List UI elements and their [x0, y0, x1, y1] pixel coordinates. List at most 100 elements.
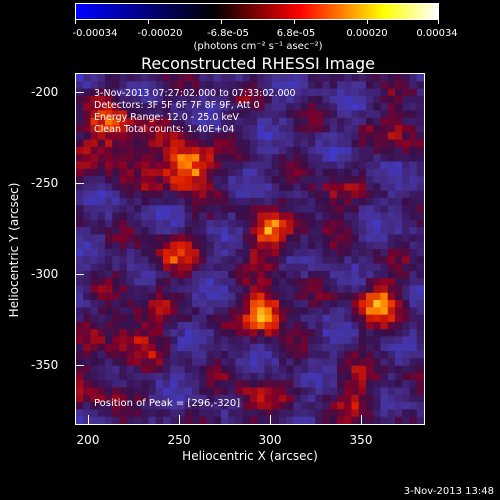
image-pixel — [402, 358, 411, 367]
image-pixel — [134, 212, 142, 221]
image-pixel — [271, 132, 280, 141]
image-pixel — [329, 329, 338, 338]
image-pixel — [293, 416, 302, 424]
image-pixel — [366, 285, 374, 294]
image-pixel — [83, 416, 92, 424]
image-pixel — [337, 278, 345, 287]
image-pixel — [337, 249, 345, 257]
image-pixel — [380, 234, 389, 243]
image-pixel — [380, 212, 389, 221]
image-pixel — [213, 292, 222, 301]
image-pixel — [351, 125, 360, 133]
image-pixel — [300, 234, 309, 243]
image-pixel — [387, 161, 396, 170]
image-pixel — [199, 249, 208, 257]
image-pixel — [242, 409, 251, 418]
image-pixel — [206, 103, 215, 112]
image-pixel — [358, 139, 367, 148]
y-tick-label: -350 — [31, 358, 59, 372]
image-pixel — [286, 380, 295, 389]
image-pixel — [119, 285, 128, 294]
image-pixel — [322, 358, 331, 367]
image-pixel — [242, 372, 251, 381]
image-pixel — [329, 409, 338, 418]
image-pixel — [279, 190, 287, 199]
image-pixel — [90, 197, 99, 206]
image-pixel — [235, 183, 244, 192]
x-tick-mark — [88, 415, 89, 424]
image-pixel — [279, 358, 287, 367]
image-pixel — [387, 205, 396, 214]
image-pixel — [97, 300, 106, 308]
image-pixel — [228, 146, 237, 155]
image-pixel — [250, 183, 258, 192]
image-pixel — [213, 168, 222, 177]
image-pixel — [279, 409, 287, 418]
image-pixel — [416, 132, 424, 141]
image-pixel — [170, 205, 179, 214]
image-pixel — [409, 394, 418, 403]
image-pixel — [315, 183, 324, 192]
image-pixel — [141, 176, 150, 184]
image-pixel — [221, 117, 229, 126]
image-pixel — [250, 380, 258, 389]
image-pixel — [177, 343, 186, 352]
image-pixel — [395, 402, 403, 411]
image-pixel — [279, 110, 287, 119]
image-pixel — [90, 81, 99, 90]
image-pixel — [119, 278, 128, 287]
image-pixel — [199, 205, 208, 214]
image-pixel — [90, 285, 99, 294]
image-pixel — [119, 205, 128, 214]
image-pixel — [387, 394, 396, 403]
image-pixel — [250, 270, 258, 279]
image-pixel — [358, 365, 367, 374]
image-pixel — [97, 161, 106, 170]
image-pixel — [235, 88, 244, 97]
image-pixel — [257, 212, 266, 221]
image-pixel — [300, 190, 309, 199]
image-pixel — [76, 241, 84, 250]
image-pixel — [366, 329, 374, 338]
image-pixel — [206, 314, 215, 323]
image-pixel — [155, 125, 164, 133]
image-pixel — [177, 329, 186, 338]
image-pixel — [112, 183, 121, 192]
image-pixel — [199, 95, 208, 104]
image-pixel — [315, 263, 324, 272]
image-pixel — [105, 197, 113, 206]
image-pixel — [105, 321, 113, 330]
image-pixel — [329, 146, 338, 155]
image-pixel — [76, 117, 84, 126]
image-pixel — [199, 387, 208, 396]
image-pixel — [184, 329, 193, 338]
image-pixel — [380, 270, 389, 279]
image-pixel — [250, 416, 258, 424]
image-pixel — [250, 409, 258, 418]
image-pixel — [192, 132, 200, 141]
image-pixel — [242, 117, 251, 126]
image-pixel — [322, 409, 331, 418]
image-pixel — [206, 95, 215, 104]
image-pixel — [315, 394, 324, 403]
image-pixel — [293, 183, 302, 192]
image-pixel — [134, 351, 142, 359]
image-pixel — [141, 307, 150, 316]
image-pixel — [402, 154, 411, 163]
image-pixel — [322, 74, 331, 82]
image-pixel — [90, 278, 99, 287]
image-pixel — [344, 292, 353, 301]
image-pixel — [170, 183, 179, 192]
image-pixel — [141, 81, 150, 90]
image-pixel — [250, 132, 258, 141]
image-pixel — [395, 103, 403, 112]
image-pixel — [315, 336, 324, 345]
y-tick-mark — [75, 183, 84, 184]
image-pixel — [134, 321, 142, 330]
image-pixel — [358, 263, 367, 272]
image-pixel — [264, 387, 273, 396]
colorbar-unit-label: (photons cm⁻² s⁻¹ asec⁻²) — [193, 41, 323, 52]
image-pixel — [148, 321, 157, 330]
image-pixel — [235, 409, 244, 418]
